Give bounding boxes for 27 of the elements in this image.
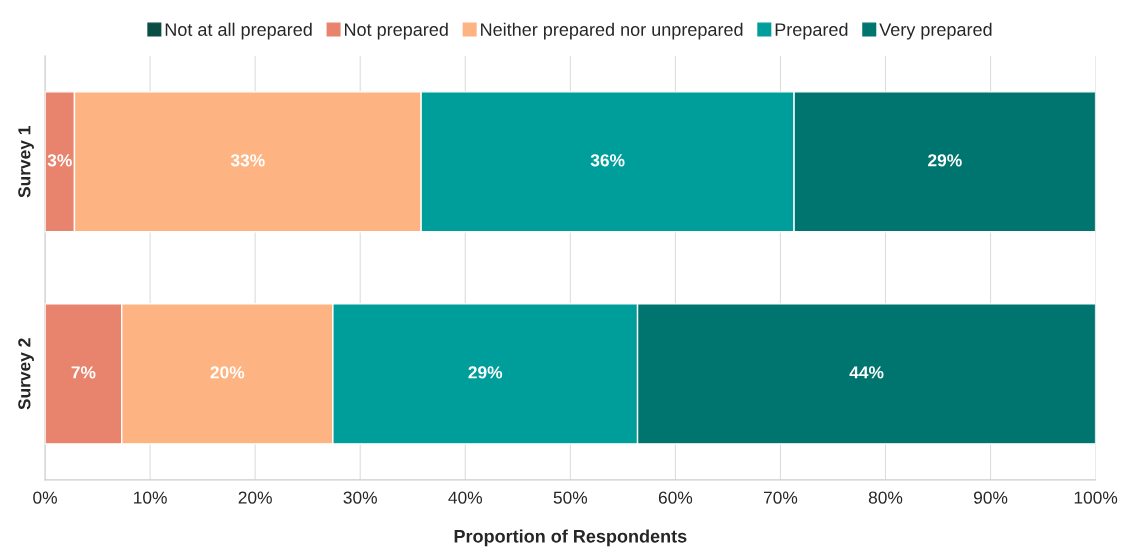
data-label: 44% — [849, 366, 884, 379]
data-label: 33% — [230, 154, 265, 167]
x-tick-label: 40% — [448, 491, 483, 504]
data-label: 20% — [210, 366, 245, 379]
x-axis-title: Proportion of Respondents — [454, 529, 687, 547]
x-tick-label: 20% — [238, 491, 272, 504]
x-tick-label: 80% — [868, 491, 903, 504]
x-tick-label: 60% — [658, 491, 693, 504]
data-label: 29% — [928, 154, 962, 167]
x-tick-label: 90% — [973, 491, 1008, 504]
legend-label: Not prepared — [344, 22, 448, 40]
x-tick-label: 50% — [553, 491, 588, 504]
data-label: 7% — [71, 366, 96, 379]
legend-label: Not at all prepared — [165, 22, 312, 40]
x-tick-label: 30% — [343, 491, 377, 504]
data-label: 36% — [590, 154, 625, 167]
legend-label: Neither prepared nor unprepared — [481, 22, 743, 40]
x-tick-label: 70% — [763, 491, 798, 504]
data-label: 29% — [468, 366, 503, 379]
y-tick-label: Survey 1 — [18, 126, 34, 198]
legend-label: Prepared — [775, 22, 848, 40]
x-tick-label: 0% — [33, 491, 57, 504]
x-tick-label: 10% — [134, 491, 167, 504]
x-tick-label: 100% — [1074, 491, 1118, 504]
data-label: 3% — [47, 154, 72, 167]
legend-label: Very prepared — [879, 22, 992, 40]
y-tick-label: Survey 2 — [18, 338, 34, 410]
